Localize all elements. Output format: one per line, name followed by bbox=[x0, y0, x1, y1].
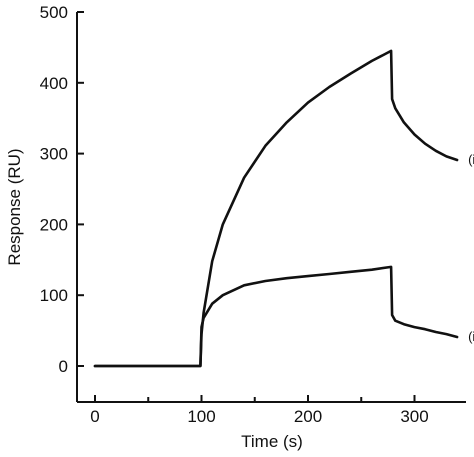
axes bbox=[76, 12, 466, 403]
series-label-2: (ii) bbox=[468, 329, 474, 344]
x-tick-label: 100 bbox=[187, 407, 215, 426]
x-tick-label: 0 bbox=[90, 407, 99, 426]
series-line-1 bbox=[93, 49, 459, 368]
y-tick-label: 0 bbox=[59, 357, 68, 376]
y-tick-label: 300 bbox=[40, 145, 68, 164]
y-tick-label: 500 bbox=[40, 3, 68, 22]
series-label-1: (i) bbox=[468, 152, 474, 167]
y-tick-label: 100 bbox=[40, 286, 68, 305]
y-axis-title: Response (RU) bbox=[5, 148, 24, 265]
y-tick-label: 200 bbox=[40, 215, 68, 234]
y-tick-label: 400 bbox=[40, 74, 68, 93]
x-axis-title: Time (s) bbox=[241, 432, 303, 451]
x-tick-label: 200 bbox=[294, 407, 322, 426]
series-line-2 bbox=[93, 265, 459, 368]
x-tick-label: 300 bbox=[400, 407, 428, 426]
ticks: 0 100 200 300 400 500 0 100 200 300 bbox=[40, 3, 429, 426]
series-group: (i) (ii) bbox=[93, 49, 474, 368]
